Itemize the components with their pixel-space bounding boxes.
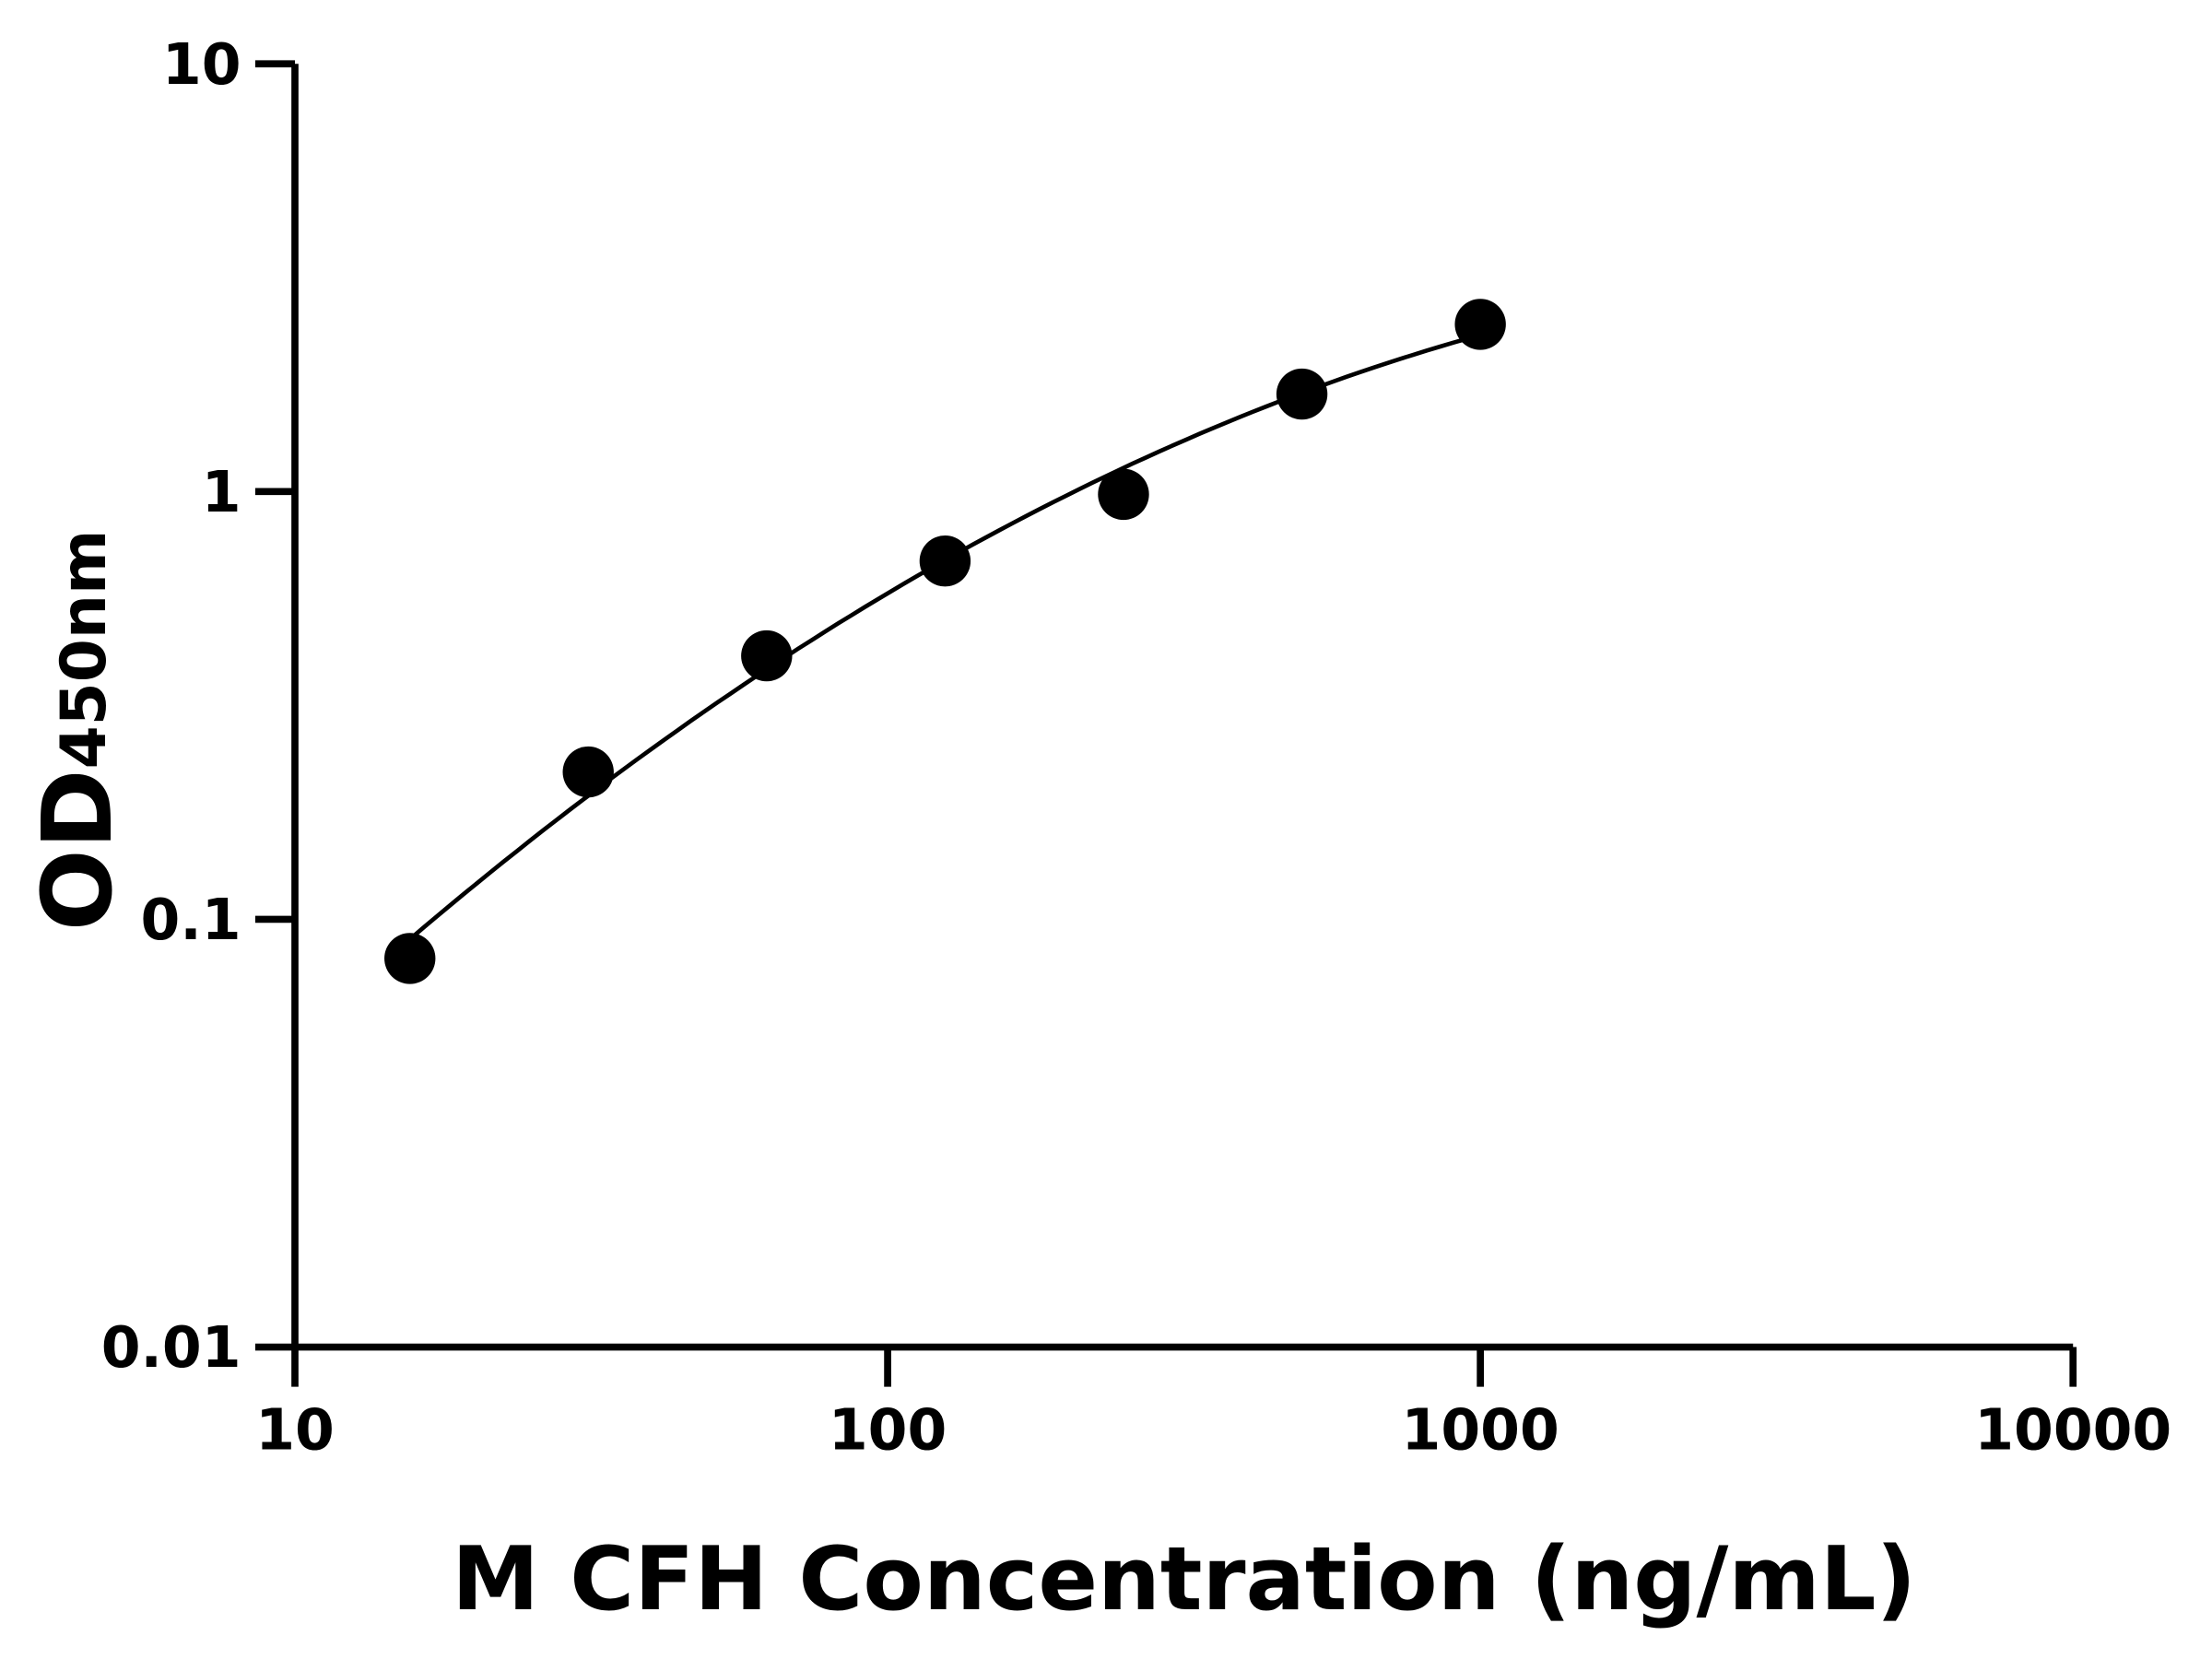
y-axis-label-main: OD xyxy=(21,769,134,931)
y-tick-label: 0.01 xyxy=(101,1314,241,1381)
data-points xyxy=(384,299,1506,984)
data-point xyxy=(741,629,793,682)
x-tick-label: 10 xyxy=(255,1396,335,1463)
x-tick-label: 100 xyxy=(829,1396,947,1463)
fit-curve xyxy=(408,333,1481,941)
x-axis-label: M CFH Concentration (ng/mL) xyxy=(452,1528,1916,1630)
axes xyxy=(254,60,2077,1387)
y-axis-label: OD450nm xyxy=(21,529,134,931)
data-point xyxy=(1098,468,1149,521)
x-tick-label: 1000 xyxy=(1402,1396,1559,1463)
y-tick-label: 10 xyxy=(162,31,241,98)
y-axis-label-sub: 450nm xyxy=(47,529,120,769)
x-tick-label: 10000 xyxy=(1974,1396,2171,1463)
y-tick-label: 0.1 xyxy=(141,887,241,953)
y-tick-label: 1 xyxy=(202,459,241,525)
data-point xyxy=(1276,368,1328,420)
data-point xyxy=(1454,299,1506,350)
data-point xyxy=(562,746,614,798)
data-point xyxy=(384,933,436,984)
tick-labels: 10 100 1000 10000 0.01 0.1 1 10 xyxy=(101,31,2171,1464)
data-point xyxy=(919,535,971,587)
